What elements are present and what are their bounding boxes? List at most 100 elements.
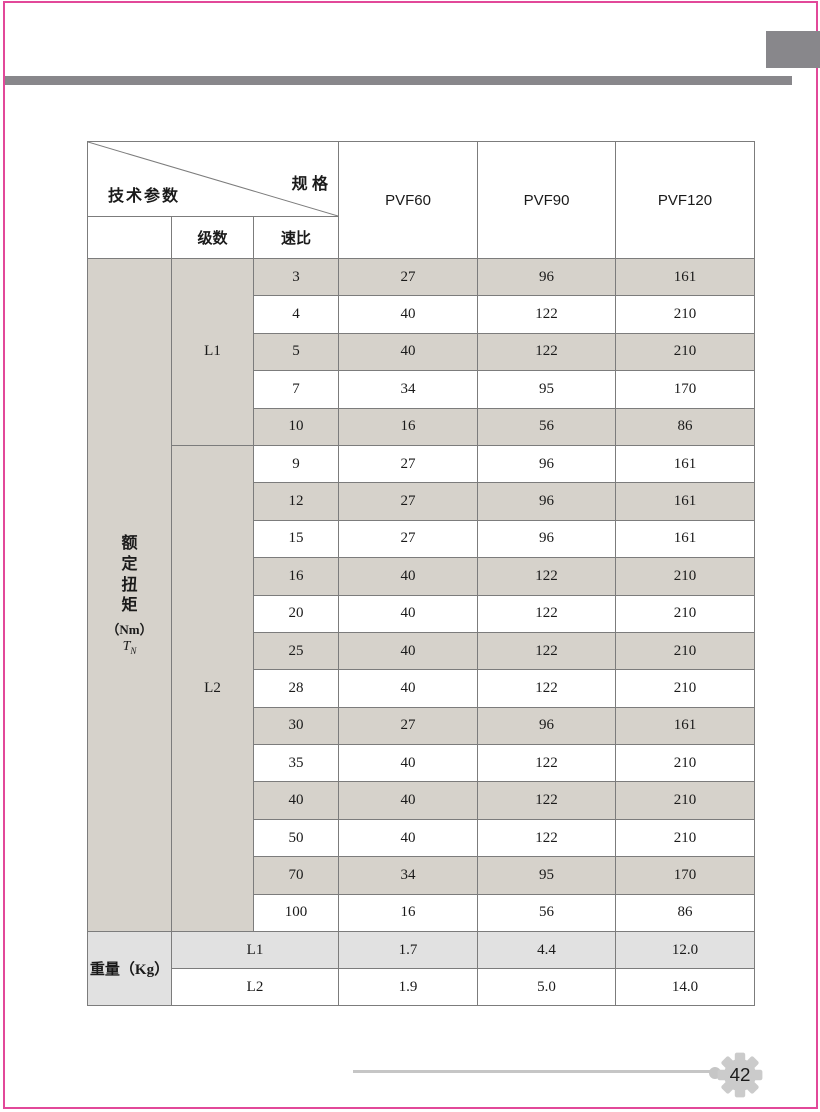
table-row: 12 27 96 161 — [88, 482, 756, 521]
blank-header-cell — [87, 216, 172, 259]
tech-params-label: 技术参数 — [108, 188, 181, 205]
value-cell: 161 — [615, 519, 756, 559]
torque-unit: （Nm） — [106, 622, 153, 638]
ratio-cell: 50 — [252, 818, 340, 858]
value-cell: 27 — [338, 444, 479, 484]
top-right-corner-block — [766, 31, 820, 68]
ratio-cell: 7 — [252, 370, 340, 409]
value-cell: 16 — [338, 407, 479, 446]
value-cell: 122 — [477, 781, 617, 820]
table-row: 10 16 56 86 — [88, 407, 756, 446]
value-cell: 4.4 — [477, 931, 617, 970]
diagonal-line — [88, 142, 338, 216]
value-cell: 96 — [477, 444, 617, 484]
value-cell: 122 — [477, 744, 617, 783]
value-cell: 210 — [615, 669, 756, 708]
value-cell: 40 — [338, 594, 479, 633]
value-cell: 14.0 — [615, 968, 756, 1007]
value-cell: 40 — [338, 332, 479, 372]
value-cell: 96 — [477, 482, 617, 521]
ratio-cell: 3 — [252, 257, 340, 297]
ratio-cell: 20 — [252, 594, 340, 633]
value-cell: 40 — [338, 744, 479, 783]
weight-row: 重量（Kg） L1 1.7 4.4 12.0 — [87, 931, 756, 1007]
torque-label-vertical: 额定扭矩 — [121, 535, 138, 615]
table-row: 16 40 122 210 — [88, 557, 756, 596]
value-cell: 34 — [338, 370, 479, 409]
value-cell: 95 — [477, 370, 617, 409]
table-row: 25 40 122 210 — [88, 631, 756, 671]
table-row: 30 27 96 161 — [88, 706, 756, 746]
value-cell: 122 — [477, 295, 617, 334]
group-label-l1: L1 — [171, 258, 254, 446]
value-cell: 1.7 — [338, 931, 479, 970]
ratio-cell: 12 — [252, 482, 340, 521]
value-cell: 40 — [338, 781, 479, 820]
stages-column-header: 级数 — [171, 216, 254, 259]
weight-row-label: 重量（Kg） — [87, 931, 172, 1007]
table-row: 40 40 122 210 — [88, 781, 756, 820]
value-cell: 122 — [477, 557, 617, 596]
value-cell: 161 — [615, 257, 756, 297]
weight-row: L2 1.9 5.0 14.0 — [88, 968, 756, 1007]
value-cell: 27 — [338, 257, 479, 297]
value-cell: 27 — [338, 519, 479, 559]
ratio-column-header: 速比 — [252, 216, 340, 259]
value-cell: 170 — [615, 856, 756, 895]
value-cell: 122 — [477, 818, 617, 858]
value-cell: 210 — [615, 295, 756, 334]
value-cell: 40 — [338, 557, 479, 596]
group-label-l2: L2 — [171, 444, 254, 933]
ratio-cell: 15 — [252, 519, 340, 559]
footer-rule — [353, 1070, 711, 1073]
value-cell: 96 — [477, 706, 617, 746]
spec-header-label: 规 格 — [291, 176, 329, 193]
ratio-cell: 9 — [252, 444, 340, 484]
table-row: 50 40 122 210 — [88, 818, 756, 858]
value-cell: 122 — [477, 669, 617, 708]
column-header-pvf120: PVF120 — [615, 141, 756, 259]
ratio-cell: 4 — [252, 295, 340, 334]
torque-symbol: TN — [89, 639, 171, 656]
value-cell: 40 — [338, 631, 479, 671]
value-cell: 210 — [615, 332, 756, 372]
value-cell: 12.0 — [615, 931, 756, 970]
value-cell: 122 — [477, 631, 617, 671]
column-header-pvf90: PVF90 — [477, 141, 617, 259]
torque-symbol-letter: T — [122, 639, 131, 655]
table-row: 7 34 95 170 — [88, 370, 756, 409]
value-cell: 210 — [615, 594, 756, 633]
value-cell: 96 — [477, 257, 617, 297]
table-row: 70 34 95 170 — [88, 856, 756, 895]
table-row: 4 40 122 210 — [88, 295, 756, 334]
ratio-cell: 40 — [252, 781, 340, 820]
table-row: 100 16 56 86 — [88, 893, 756, 933]
ratio-cell: 25 — [252, 631, 340, 671]
ratio-cell: 10 — [252, 407, 340, 446]
ratio-cell: 100 — [252, 893, 340, 933]
torque-row-label: 额定扭矩 （Nm） TN — [87, 257, 172, 933]
table-row: 额定扭矩 （Nm） TN L1 3 27 96 161 — [87, 257, 756, 933]
value-cell: 210 — [615, 818, 756, 858]
value-cell: 40 — [338, 295, 479, 334]
header-bar — [5, 76, 792, 85]
table-row: 35 40 122 210 — [88, 744, 756, 783]
value-cell: 40 — [338, 818, 479, 858]
value-cell: 122 — [477, 594, 617, 633]
ratio-cell: 5 — [252, 332, 340, 372]
value-cell: 170 — [615, 370, 756, 409]
table-row: L2 9 27 96 161 — [88, 444, 756, 933]
value-cell: 27 — [338, 706, 479, 746]
value-cell: 34 — [338, 856, 479, 895]
spec-table: 规 格 技术参数 PVF60 PVF90 PVF120 级数 速比 额定扭矩 （N… — [86, 141, 756, 1007]
weight-group-cell: L2 — [170, 968, 340, 1007]
ratio-cell: 28 — [252, 669, 340, 708]
ratio-cell: 70 — [252, 856, 340, 895]
value-cell: 5.0 — [477, 968, 617, 1007]
value-cell: 210 — [615, 631, 756, 671]
value-cell: 210 — [615, 557, 756, 596]
value-cell: 122 — [477, 332, 617, 372]
value-cell: 210 — [615, 744, 756, 783]
torque-symbol-subscript: N — [130, 646, 137, 656]
